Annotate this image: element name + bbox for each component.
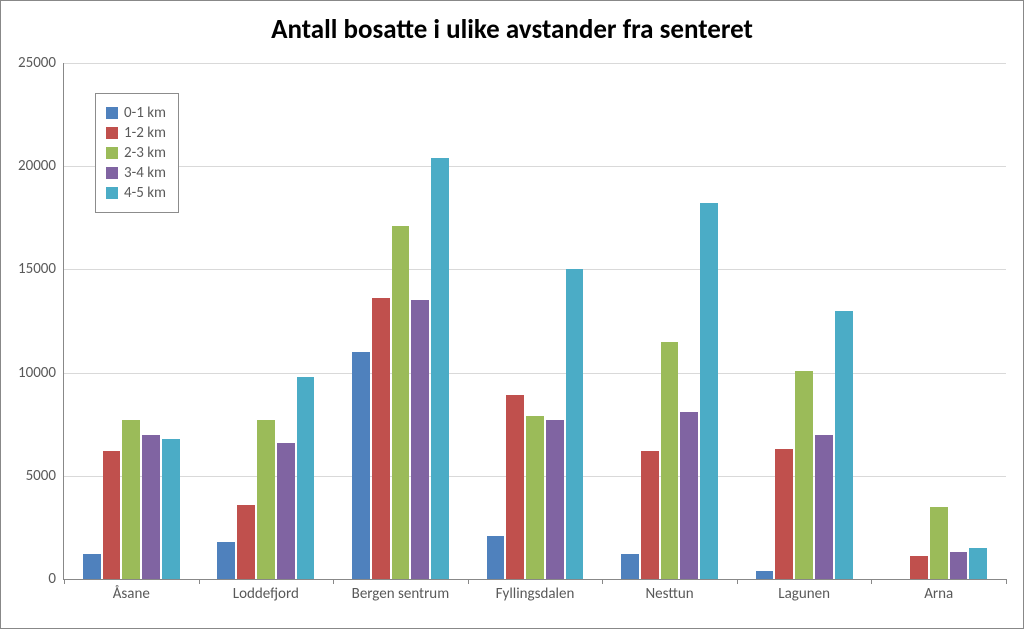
chart-title: Antall bosatte i ulike avstander fra sen… xyxy=(1,13,1023,46)
legend-item: 2-3 km xyxy=(106,144,166,162)
chart-frame: Antall bosatte i ulike avstander fra sen… xyxy=(0,0,1024,629)
bar xyxy=(297,377,315,579)
bar xyxy=(352,352,370,579)
legend-swatch xyxy=(106,127,118,139)
plot-area: 0500010000150002000025000ÅsaneLoddefjord… xyxy=(63,63,1006,580)
bar xyxy=(950,552,968,579)
bar xyxy=(680,412,698,579)
bar xyxy=(431,158,449,579)
legend-swatch xyxy=(106,107,118,119)
y-tick-label: 5000 xyxy=(26,467,64,485)
legend-item: 0-1 km xyxy=(106,104,166,122)
legend-swatch xyxy=(106,147,118,159)
x-tick-mark xyxy=(64,579,65,584)
x-tick-label: Lagunen xyxy=(778,579,830,603)
gridline xyxy=(64,166,1006,167)
bar xyxy=(142,435,160,579)
bar xyxy=(621,554,639,579)
bar xyxy=(162,439,180,579)
legend-label: 1-2 km xyxy=(124,124,166,142)
bar xyxy=(910,556,928,579)
x-tick-label: Fyllingsdalen xyxy=(496,579,575,603)
y-tick-label: 20000 xyxy=(18,157,64,175)
x-tick-mark xyxy=(871,579,872,584)
bar xyxy=(566,269,584,579)
gridline xyxy=(64,373,1006,374)
legend-swatch xyxy=(106,187,118,199)
x-tick-mark xyxy=(199,579,200,584)
x-tick-label: Åsane xyxy=(113,579,150,603)
y-tick-label: 0 xyxy=(48,570,64,588)
bar xyxy=(392,226,410,579)
bar xyxy=(411,300,429,579)
bar xyxy=(756,571,774,579)
legend-item: 4-5 km xyxy=(106,184,166,202)
bar xyxy=(257,420,275,579)
bar xyxy=(775,449,793,579)
bar xyxy=(795,371,813,579)
legend-item: 1-2 km xyxy=(106,124,166,142)
x-tick-label: Loddefjord xyxy=(233,579,299,603)
legend-item: 3-4 km xyxy=(106,164,166,182)
bar xyxy=(103,451,121,579)
bar xyxy=(372,298,390,579)
bar xyxy=(83,554,101,579)
gridline xyxy=(64,63,1006,64)
bar xyxy=(930,507,948,579)
x-tick-mark xyxy=(1006,579,1007,584)
bar xyxy=(526,416,544,579)
x-tick-mark xyxy=(333,579,334,584)
x-tick-mark xyxy=(602,579,603,584)
bar xyxy=(815,435,833,579)
legend-label: 4-5 km xyxy=(124,184,166,202)
bar xyxy=(506,395,524,579)
bar xyxy=(487,536,505,579)
bar xyxy=(122,420,140,579)
legend-label: 0-1 km xyxy=(124,104,166,122)
x-tick-label: Arna xyxy=(924,579,953,603)
y-tick-label: 25000 xyxy=(18,54,64,72)
gridline xyxy=(64,269,1006,270)
bar xyxy=(661,342,679,579)
bar xyxy=(546,420,564,579)
legend-label: 2-3 km xyxy=(124,144,166,162)
legend: 0-1 km 1-2 km 2-3 km 3-4 km 4-5 km xyxy=(95,93,179,213)
bar xyxy=(700,203,718,579)
x-tick-label: Bergen sentrum xyxy=(352,579,450,603)
x-tick-mark xyxy=(468,579,469,584)
bar xyxy=(217,542,235,579)
bar xyxy=(237,505,255,579)
x-tick-label: Nesttun xyxy=(646,579,694,603)
bar xyxy=(641,451,659,579)
y-tick-label: 15000 xyxy=(18,260,64,278)
bar xyxy=(835,311,853,579)
bar xyxy=(969,548,987,579)
x-tick-mark xyxy=(737,579,738,584)
legend-label: 3-4 km xyxy=(124,164,166,182)
y-tick-label: 10000 xyxy=(18,364,64,382)
legend-swatch xyxy=(106,167,118,179)
bar xyxy=(277,443,295,579)
